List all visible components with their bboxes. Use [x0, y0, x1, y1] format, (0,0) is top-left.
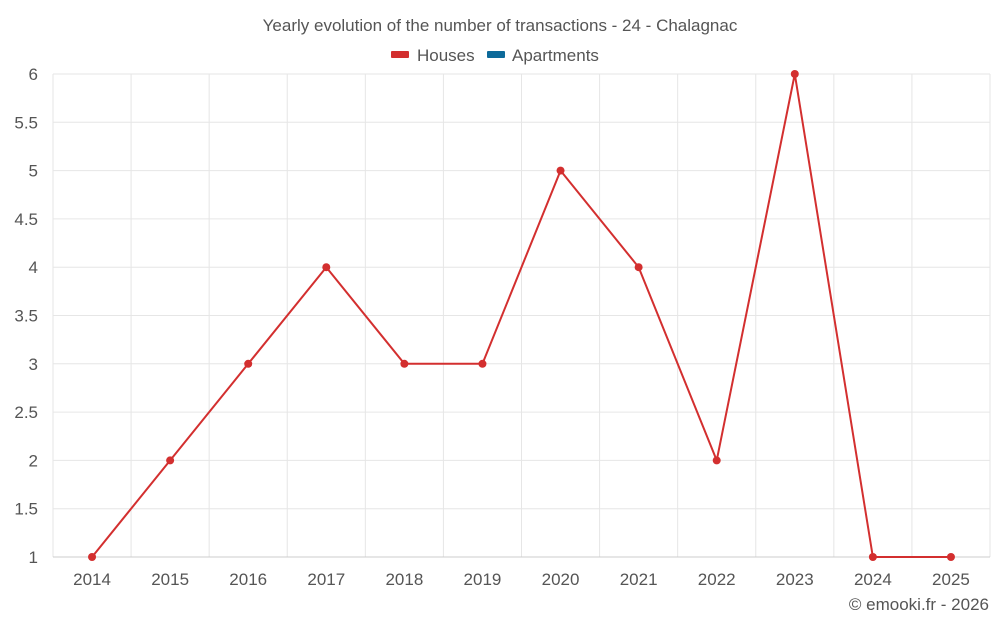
data-point-houses-2019[interactable] — [478, 359, 487, 368]
x-tick-label: 2022 — [698, 570, 736, 589]
legend-swatch-apartments — [487, 51, 505, 58]
x-tick-label: 2024 — [854, 570, 892, 589]
x-tick-label: 2019 — [464, 570, 502, 589]
series-line-houses — [91, 73, 951, 558]
y-tick-label: 3.5 — [14, 307, 38, 326]
legend-item-houses[interactable]: Houses — [391, 46, 475, 65]
x-tick-label: 2017 — [307, 570, 345, 589]
data-point-houses-2022[interactable] — [712, 456, 721, 465]
x-tick-label: 2014 — [73, 570, 111, 589]
copyright-credit: © emooki.fr - 2026 — [849, 595, 989, 614]
y-tick-label: 4 — [29, 258, 38, 277]
data-point-houses-2023[interactable] — [790, 70, 799, 78]
data-point-houses-2024[interactable] — [868, 553, 877, 561]
chart-title: Yearly evolution of the number of transa… — [263, 16, 738, 35]
y-tick-label: 6 — [29, 65, 38, 84]
x-tick-label: 2023 — [776, 570, 814, 589]
legend-item-apartments[interactable]: Apartments — [487, 46, 599, 65]
legend: Houses Apartments — [391, 46, 599, 65]
legend-label-houses: Houses — [417, 46, 475, 65]
data-point-houses-2015[interactable] — [166, 456, 175, 465]
y-tick-label: 1 — [29, 548, 38, 567]
y-tick-label: 3 — [29, 355, 38, 374]
x-tick-label: 2016 — [229, 570, 267, 589]
x-tick-label: 2020 — [542, 570, 580, 589]
data-point-houses-2020[interactable] — [556, 166, 565, 175]
data-point-houses-2018[interactable] — [400, 359, 409, 368]
data-point-houses-2025[interactable] — [946, 553, 955, 561]
data-point-houses-2014[interactable] — [88, 553, 97, 561]
y-tick-label: 4.5 — [14, 210, 38, 229]
y-tick-label: 2 — [29, 451, 38, 470]
data-point-houses-2017[interactable] — [322, 263, 331, 272]
data-point-houses-2021[interactable] — [634, 263, 643, 272]
grid — [52, 73, 991, 558]
x-axis: 2014 2015 2016 2017 2018 2019 2020 2021 2022 2023… — [53, 556, 990, 589]
y-tick-label: 1.5 — [14, 500, 38, 519]
x-tick-label: 2021 — [620, 570, 658, 589]
x-tick-label: 2025 — [932, 570, 970, 589]
y-tick-label: 5 — [29, 162, 38, 181]
legend-swatch-houses — [391, 51, 409, 58]
x-tick-label: 2018 — [385, 570, 423, 589]
y-axis: 1 1.5 2 2.5 3 3.5 4 4.5 5 5.5 6 — [14, 65, 38, 567]
data-point-houses-2016[interactable] — [244, 359, 253, 368]
x-tick-label: 2015 — [151, 570, 189, 589]
legend-label-apartments: Apartments — [512, 46, 599, 65]
series-layer — [88, 70, 955, 561]
y-tick-label: 5.5 — [14, 113, 38, 132]
y-tick-label: 2.5 — [14, 403, 38, 422]
